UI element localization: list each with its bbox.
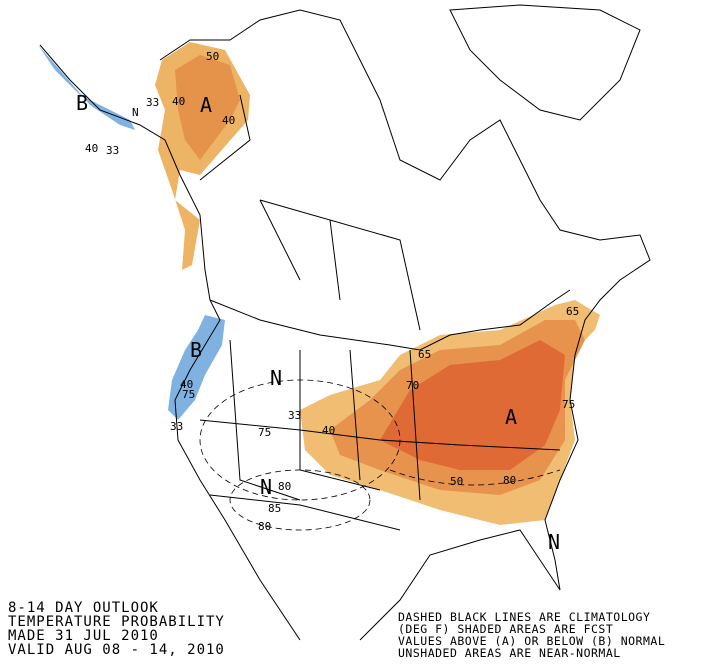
contour-label: 65: [566, 305, 579, 318]
contour-label: 65: [418, 348, 431, 361]
contour-label: 33: [106, 144, 119, 157]
contour-label: 40: [222, 114, 235, 127]
contour-label: 40: [172, 95, 185, 108]
contour-label: 33: [146, 96, 159, 109]
climatology-line: [229, 469, 371, 531]
contour-label: 75: [258, 426, 271, 439]
region-letter: B: [190, 338, 202, 362]
region-letter: N: [270, 366, 282, 390]
border: [199, 94, 251, 181]
contour-label: 75: [562, 398, 575, 411]
above-area: [380, 340, 565, 470]
map-outlines: [39, 4, 651, 641]
contour-label: 50: [206, 50, 219, 63]
contour-label: 80: [503, 474, 516, 487]
region-letter: N: [260, 475, 272, 499]
contour-label: N: [132, 106, 139, 119]
coastline: [159, 9, 651, 641]
climatology-line: [389, 469, 561, 486]
contour-label: 33: [288, 409, 301, 422]
coastline: [449, 4, 641, 121]
below-area: [168, 315, 225, 420]
title-line: TEMPERATURE PROBABILITY: [8, 614, 225, 630]
contour-label: 85: [268, 502, 281, 515]
shaded-areas: [38, 42, 600, 525]
note-line: UNSHADED AREAS ARE NEAR-NORMAL: [398, 646, 621, 660]
region-letter: A: [505, 405, 517, 429]
contour-label: 40: [322, 424, 335, 437]
contour-label: 40: [85, 142, 98, 155]
contour-label: 50: [450, 475, 463, 488]
title-line: MADE 31 JUL 2010: [8, 628, 159, 644]
contour-label: 75: [182, 388, 195, 401]
border: [209, 494, 401, 531]
title-line: VALID AUG 08 - 14, 2010: [8, 642, 225, 658]
note-line: DASHED BLACK LINES ARE CLIMATOLOGY: [398, 610, 650, 624]
contour-label: 80: [278, 480, 291, 493]
region-letter: B: [76, 91, 88, 115]
above-area: [175, 55, 240, 160]
legend-note: DASHED BLACK LINES ARE CLIMATOLOGY(DEG F…: [398, 610, 665, 660]
note-line: (DEG F) SHADED AREAS ARE FCST: [398, 622, 613, 636]
border: [209, 289, 571, 351]
region-letter: N: [548, 530, 560, 554]
contour-label: 40: [180, 378, 193, 391]
climatology-line: [199, 379, 401, 501]
contour-label: 80: [258, 520, 271, 533]
region-letter: A: [200, 93, 212, 117]
contour-label: 33: [170, 420, 183, 433]
contour-label: 70: [406, 379, 419, 392]
below-area: [38, 45, 135, 130]
note-line: VALUES ABOVE (A) OR BELOW (B) NORMAL: [398, 634, 665, 648]
border: [259, 199, 421, 331]
coastline: [39, 44, 301, 641]
title-line: 8-14 DAY OUTLOOK: [8, 600, 159, 616]
